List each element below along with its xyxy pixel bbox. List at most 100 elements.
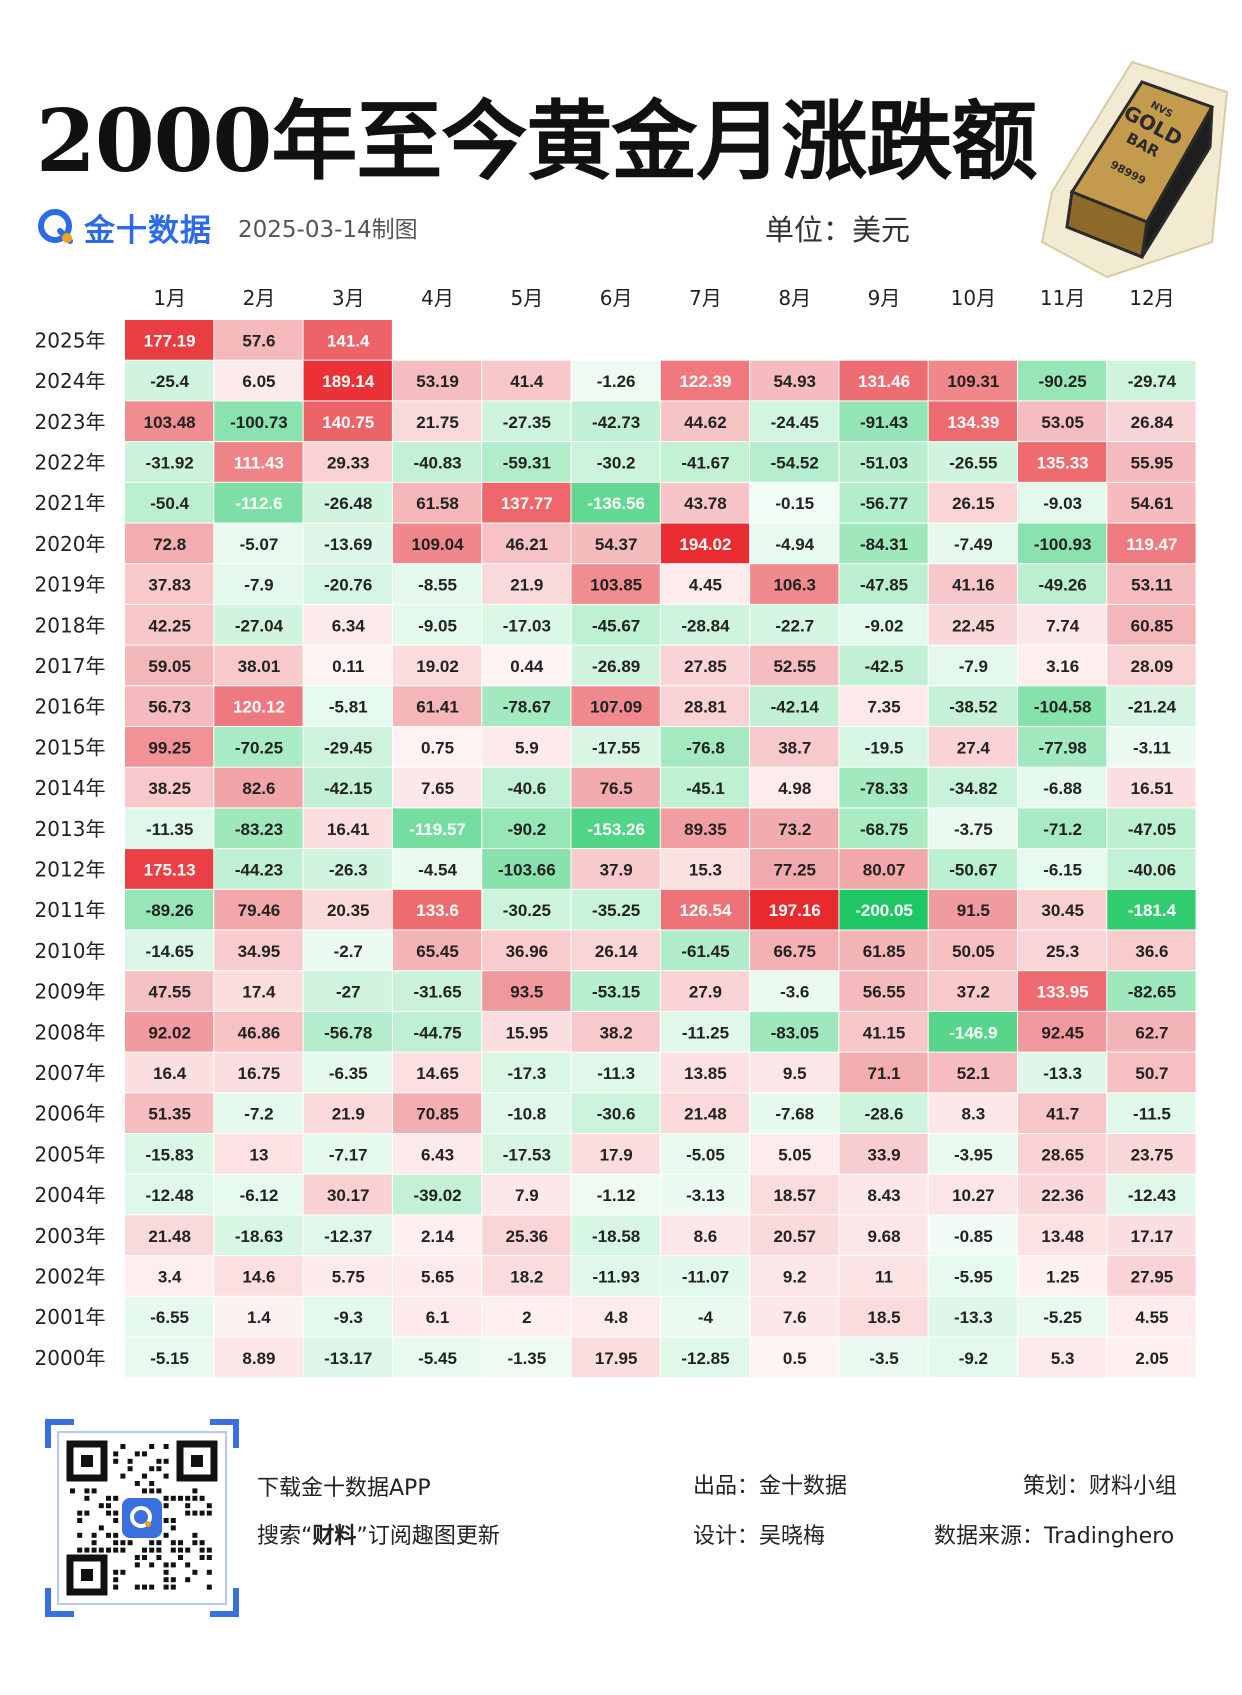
row-label: 2008年 bbox=[35, 1020, 106, 1044]
column-label: 11月 bbox=[1040, 286, 1085, 310]
heatmap-cell bbox=[1107, 767, 1196, 808]
cell-value: 21.75 bbox=[416, 413, 459, 432]
cell-value: 66.75 bbox=[773, 942, 816, 961]
heatmap-cell bbox=[214, 320, 303, 360]
heatmap-cell bbox=[392, 1337, 482, 1378]
heatmap-cell bbox=[482, 1052, 571, 1093]
cell-value: 4.8 bbox=[604, 1308, 628, 1327]
cell-value: -7.49 bbox=[954, 535, 993, 554]
heatmap-cell bbox=[928, 889, 1017, 930]
heatmap-cell bbox=[660, 564, 750, 604]
heatmap-cell bbox=[571, 1174, 660, 1215]
heatmap-cell bbox=[125, 1134, 214, 1174]
heatmap-cell bbox=[928, 1174, 1017, 1215]
cell-value: 6.05 bbox=[242, 372, 275, 391]
cell-value: 53.11 bbox=[1131, 576, 1173, 595]
cell-value: 27.95 bbox=[1131, 1267, 1174, 1286]
heatmap-cell bbox=[750, 1296, 839, 1337]
heatmap-cell bbox=[839, 442, 928, 482]
cell-value: 16.4 bbox=[153, 1064, 187, 1083]
heatmap-cell bbox=[482, 1011, 571, 1052]
heatmap-cell bbox=[571, 1256, 660, 1296]
cell-value: -1.35 bbox=[507, 1349, 546, 1368]
cell-value: -14.65 bbox=[146, 942, 194, 961]
cell-value: -5.95 bbox=[954, 1267, 993, 1286]
heatmap-cell bbox=[125, 767, 214, 808]
cell-value: 37.83 bbox=[148, 576, 191, 595]
heatmap-cell bbox=[1018, 1052, 1107, 1093]
heatmap-cell bbox=[750, 686, 839, 726]
qr-code-icon[interactable] bbox=[44, 1418, 240, 1618]
cell-value: 9.5 bbox=[783, 1064, 807, 1083]
heatmap-cell bbox=[750, 564, 839, 604]
row-label: 2014年 bbox=[35, 776, 106, 800]
heatmap-cell bbox=[303, 360, 392, 401]
heatmap-cell bbox=[928, 604, 1017, 645]
cell-value: -13.3 bbox=[1043, 1064, 1082, 1083]
cell-value: -5.07 bbox=[240, 535, 279, 554]
heatmap-cell bbox=[1018, 1215, 1107, 1256]
heatmap-cell bbox=[125, 971, 214, 1011]
cell-value: -7.2 bbox=[244, 1105, 273, 1124]
cell-value: 33.9 bbox=[868, 1145, 901, 1164]
heatmap-cell bbox=[482, 849, 571, 889]
heatmap-cell bbox=[482, 889, 571, 930]
brand: 金十数据 2025-03-14制图 bbox=[36, 205, 418, 249]
cell-value: -18.58 bbox=[592, 1227, 640, 1246]
cell-value: -181.4 bbox=[1128, 901, 1177, 920]
row-label: 2012年 bbox=[35, 857, 106, 881]
cell-value: -10.8 bbox=[507, 1105, 546, 1124]
cell-value: -27.35 bbox=[503, 413, 551, 432]
cell-value: 26.14 bbox=[595, 942, 638, 961]
cell-value: 133.95 bbox=[1037, 983, 1089, 1002]
row-label: 2024年 bbox=[35, 369, 106, 393]
cell-value: -3.6 bbox=[780, 983, 809, 1002]
cell-value: 25.3 bbox=[1046, 942, 1079, 961]
heatmap-cell bbox=[303, 442, 392, 482]
cell-value: 26.15 bbox=[952, 494, 995, 513]
footer: 下载金十数据APP 搜索“财料”订阅趣图更新 出品：金十数据 设计：吴晓梅 策划… bbox=[0, 1418, 1242, 1638]
heatmap-cell bbox=[928, 767, 1017, 808]
heatmap-cell bbox=[839, 1296, 928, 1337]
heatmap-cell bbox=[214, 930, 303, 971]
cell-value: 52.1 bbox=[957, 1064, 990, 1083]
cell-value: 2 bbox=[522, 1308, 531, 1327]
cell-value: -0.15 bbox=[775, 494, 814, 513]
heatmap-cell bbox=[214, 1134, 303, 1174]
cell-value: 28.65 bbox=[1041, 1145, 1084, 1164]
heatmap-cell bbox=[1107, 360, 1196, 401]
cell-value: 5.75 bbox=[332, 1267, 365, 1286]
heatmap-cell bbox=[1107, 1337, 1196, 1378]
cell-value: 18.5 bbox=[868, 1308, 901, 1327]
cell-value: 141.4 bbox=[327, 331, 370, 350]
heatmap-cell bbox=[571, 564, 660, 604]
cell-value: 17.9 bbox=[600, 1145, 633, 1164]
cell-value: 57.6 bbox=[242, 331, 275, 350]
cell-value: -12.85 bbox=[681, 1349, 729, 1368]
heatmap-cell bbox=[750, 808, 839, 849]
cell-value: 0.44 bbox=[510, 657, 544, 676]
cell-value: -29.45 bbox=[324, 738, 372, 757]
heatmap-cell bbox=[750, 971, 839, 1011]
row-label: 2016年 bbox=[35, 695, 106, 719]
cell-value: 27.9 bbox=[689, 983, 722, 1002]
heatmap-cell bbox=[571, 645, 660, 686]
heatmap-cell bbox=[303, 1134, 392, 1174]
heatmap-cell bbox=[1107, 1052, 1196, 1093]
heatmap-cell bbox=[839, 1134, 928, 1174]
cell-value: -83.05 bbox=[771, 1023, 819, 1042]
cell-value: -9.03 bbox=[1043, 494, 1082, 513]
cell-value: -7.9 bbox=[244, 576, 273, 595]
heatmap-cell bbox=[839, 1093, 928, 1133]
heatmap-cell bbox=[482, 930, 571, 971]
heatmap-cell bbox=[482, 645, 571, 686]
cell-value: -47.05 bbox=[1128, 820, 1176, 839]
cell-value: 120.12 bbox=[233, 698, 285, 717]
heatmap-cell bbox=[571, 1052, 660, 1093]
heatmap-cell bbox=[928, 645, 1017, 686]
heatmap-cell bbox=[482, 401, 571, 442]
heatmap-cell bbox=[482, 1174, 571, 1215]
cell-value: 30.17 bbox=[327, 1186, 370, 1205]
heatmap-cell bbox=[1107, 1215, 1196, 1256]
cell-value: 52.55 bbox=[773, 657, 816, 676]
